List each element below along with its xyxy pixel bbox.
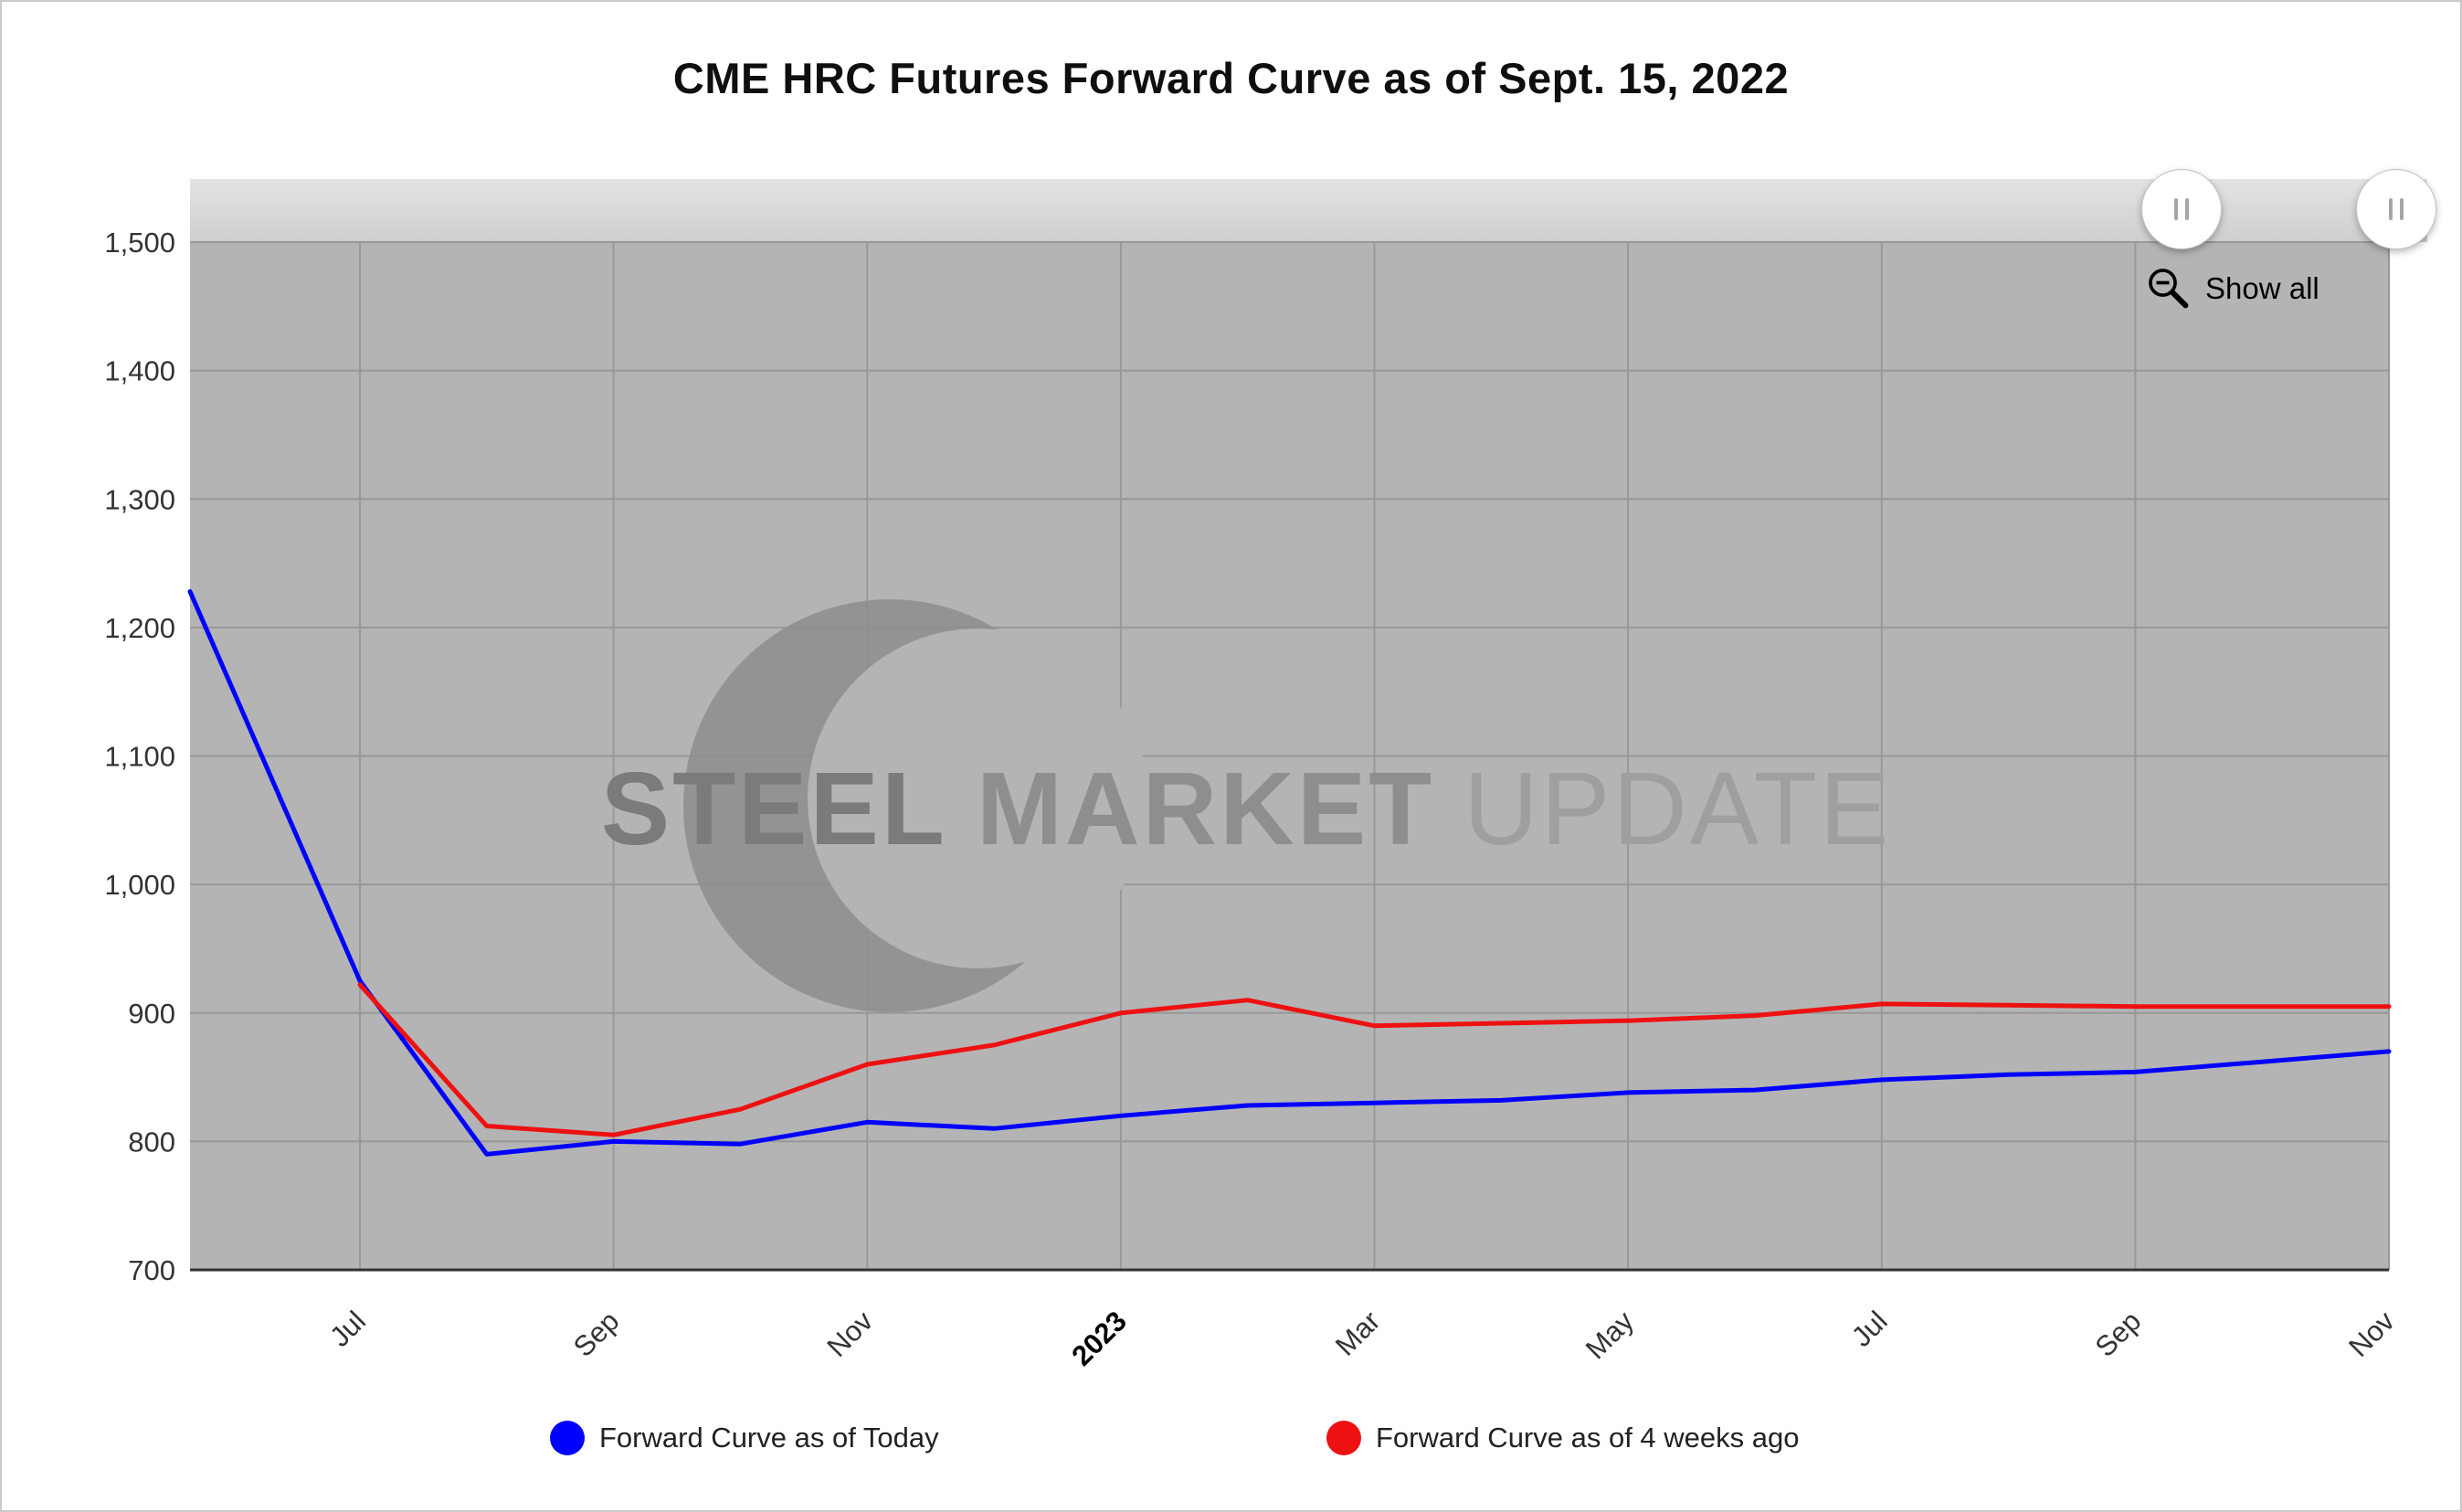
legend-marker [1326,1421,1361,1455]
handle-grip-icon [2389,198,2393,220]
y-axis-label: 1,100 [104,741,175,773]
legend-item-4-weeks-ago[interactable]: Forward Curve as of 4 weeks ago [1326,1416,1800,1460]
legend-label: Forward Curve as of 4 weeks ago [1376,1422,1800,1454]
y-axis-label: 900 [128,998,175,1030]
series-line-forward-curve-today[interactable] [187,589,2392,1157]
x-axis-label: Sep [567,1305,626,1363]
y-axis-label: 700 [128,1254,175,1286]
x-axis-label: Jul [323,1305,372,1353]
x-axis-label: Jul [1845,1305,1894,1353]
handle-grip-icon [2185,198,2189,220]
navigator-handle-left[interactable] [2141,169,2222,249]
watermark-text: STEEL MARKET UPDATE [601,751,1891,866]
x-axis-label: Mar [1329,1305,1387,1362]
navigator-handle-right[interactable] [2356,169,2436,249]
handle-grip-icon [2400,198,2404,220]
smu-watermark: STEEL MARKET UPDATE [601,599,1891,1012]
x-axis-label: Sep [2089,1305,2148,1363]
x-axis-label: May [1580,1305,1641,1366]
show-all-label: Show all [2205,271,2319,305]
legend-item-today[interactable]: Forward Curve as of Today [550,1416,939,1460]
y-axis-label: 800 [128,1126,175,1158]
legend-marker [550,1421,585,1455]
y-axis-label: 1,400 [104,355,175,387]
y-axis-label: 1,500 [104,227,175,259]
y-axis-label: 1,200 [104,612,175,644]
y-axis-label: 1,300 [104,483,175,515]
series-line-forward-curve-4-weeks-ago[interactable] [357,982,2392,1137]
legend-label: Forward Curve as of Today [599,1422,939,1454]
x-axis-label: 2023 [1065,1305,1133,1372]
x-axis-label: Nov [2342,1305,2401,1363]
zoom-out-icon [2149,269,2189,309]
y-axis-label: 1,000 [104,869,175,901]
show-all-button[interactable]: Show all [2145,265,2319,312]
x-axis-label: Nov [821,1305,880,1363]
handle-grip-icon [2174,198,2178,220]
chart-title: CME HRC Futures Forward Curve as of Sept… [672,54,1790,102]
navigator-band[interactable] [190,179,2427,242]
